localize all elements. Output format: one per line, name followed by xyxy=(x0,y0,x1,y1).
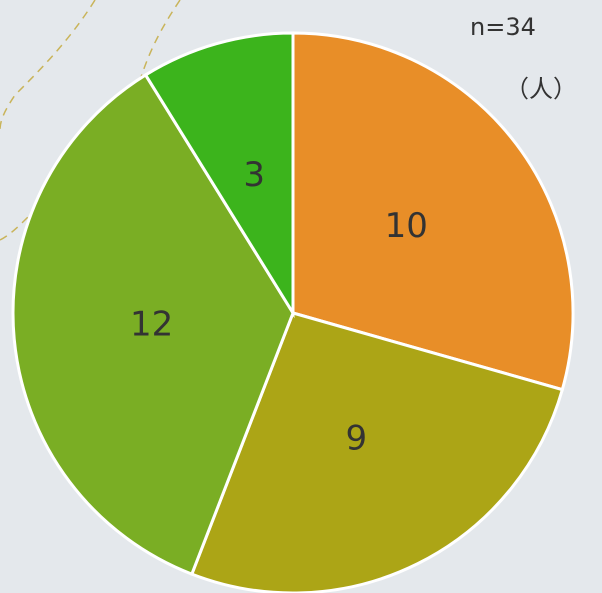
annotation: n=34 xyxy=(470,13,536,41)
dashed-curve xyxy=(0,0,96,131)
value-label: 12 xyxy=(130,305,173,345)
pie-slice xyxy=(11,72,295,577)
dashed-curve xyxy=(139,0,181,81)
pie-slice xyxy=(143,31,295,319)
value-label: 10 xyxy=(385,206,428,246)
pie-slice xyxy=(189,311,565,593)
pie: 10 9 12 3 xyxy=(11,31,575,593)
annotation: （人） xyxy=(505,75,577,103)
dashed-curve xyxy=(0,214,31,241)
decoration xyxy=(0,0,181,241)
value-label: 9 xyxy=(345,419,367,459)
value-label: 3 xyxy=(243,155,265,195)
pie-slice xyxy=(291,31,575,392)
